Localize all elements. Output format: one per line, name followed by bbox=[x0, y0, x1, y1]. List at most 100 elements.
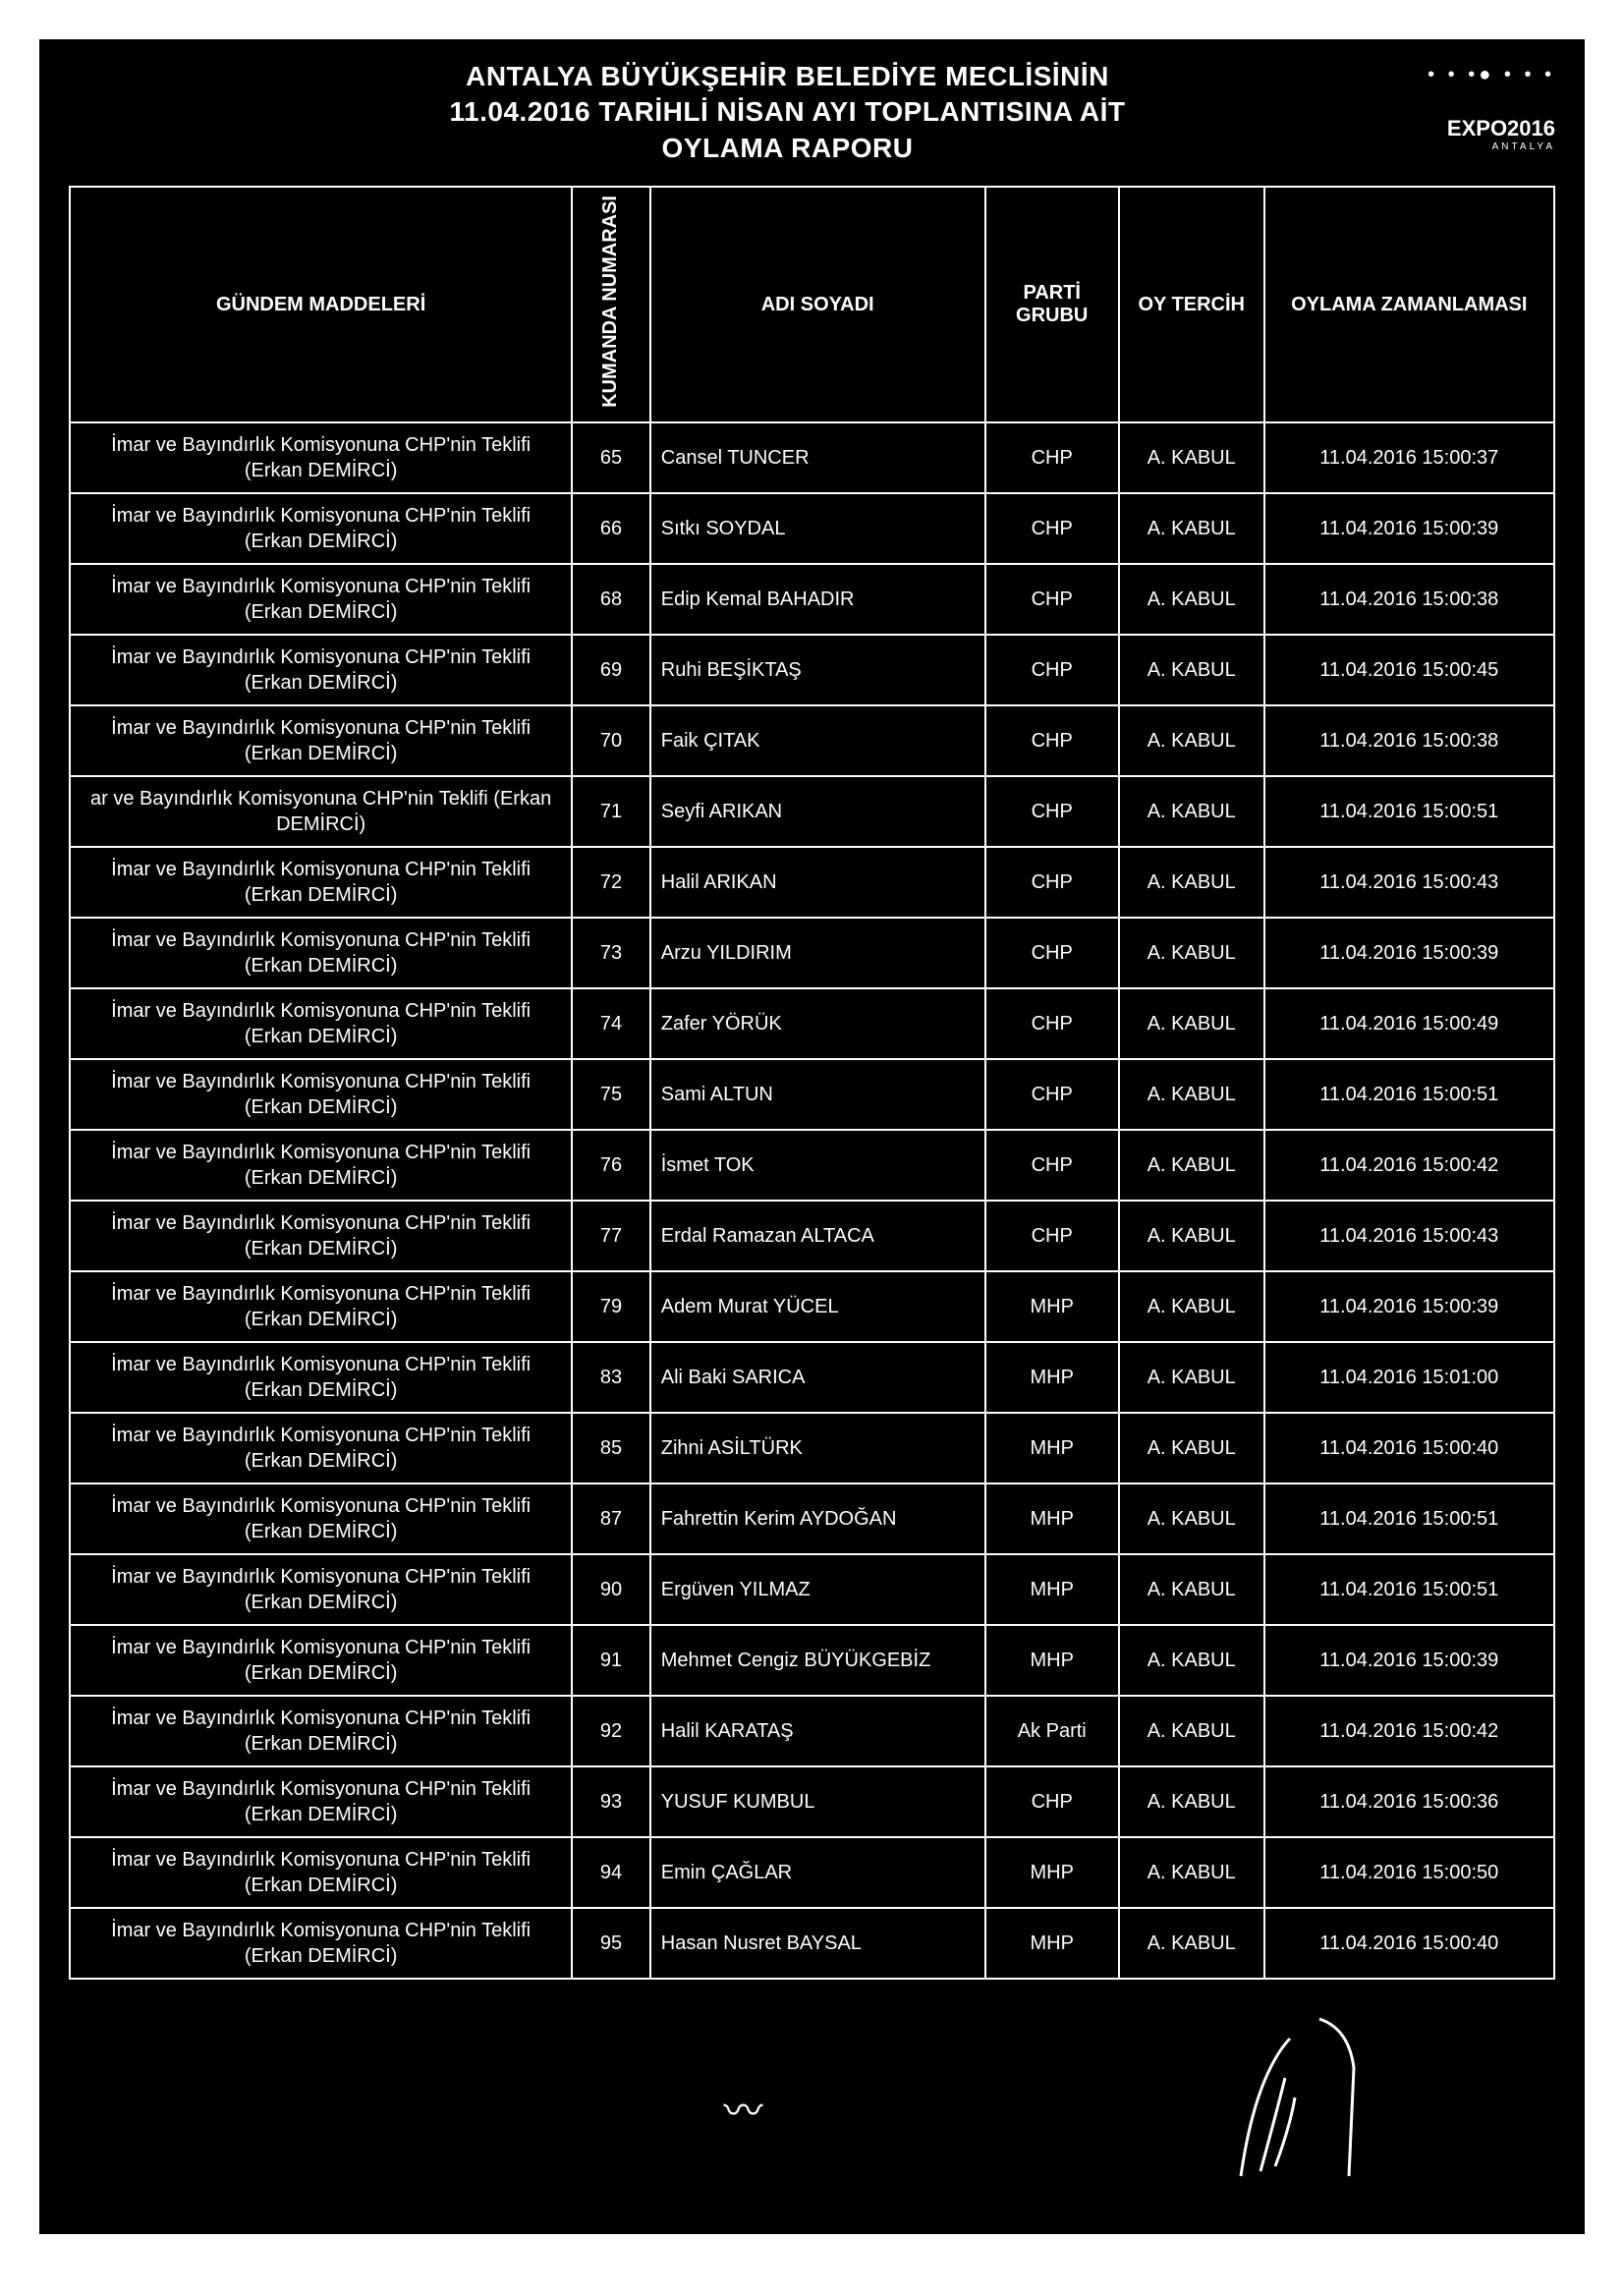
cell-zaman: 11.04.2016 15:00:38 bbox=[1264, 564, 1554, 635]
table-header-row: GÜNDEM MADDELERİ KUMANDA NUMARASI ADI SO… bbox=[70, 187, 1554, 422]
cell-zaman: 11.04.2016 15:00:43 bbox=[1264, 1201, 1554, 1271]
cell-parti: MHP bbox=[985, 1837, 1119, 1908]
cell-parti: CHP bbox=[985, 493, 1119, 564]
cell-adi: Ruhi BEŞİKTAŞ bbox=[650, 635, 985, 705]
table-row: İmar ve Bayındırlık Komisyonuna CHP'nin … bbox=[70, 988, 1554, 1059]
table-row: İmar ve Bayındırlık Komisyonuna CHP'nin … bbox=[70, 1625, 1554, 1696]
cell-kumanda: 69 bbox=[572, 635, 650, 705]
col-header-oy: OY TERCİH bbox=[1119, 187, 1264, 422]
cell-oy: A. KABUL bbox=[1119, 1554, 1264, 1625]
table-row: ar ve Bayındırlık Komisyonuna CHP'nin Te… bbox=[70, 776, 1554, 847]
col-header-kumanda: KUMANDA NUMARASI bbox=[572, 187, 650, 422]
col-header-zaman: OYLAMA ZAMANLAMASI bbox=[1264, 187, 1554, 422]
cell-gundem: İmar ve Bayındırlık Komisyonuna CHP'nin … bbox=[70, 705, 572, 776]
cell-parti: CHP bbox=[985, 1059, 1119, 1130]
cell-gundem: İmar ve Bayındırlık Komisyonuna CHP'nin … bbox=[70, 1201, 572, 1271]
cell-zaman: 11.04.2016 15:00:39 bbox=[1264, 1271, 1554, 1342]
cell-gundem: İmar ve Bayındırlık Komisyonuna CHP'nin … bbox=[70, 1837, 572, 1908]
table-row: İmar ve Bayındırlık Komisyonuna CHP'nin … bbox=[70, 1342, 1554, 1413]
cell-adi: Seyfi ARIKAN bbox=[650, 776, 985, 847]
cell-oy: A. KABUL bbox=[1119, 493, 1264, 564]
cell-oy: A. KABUL bbox=[1119, 1908, 1264, 1979]
table-row: İmar ve Bayındırlık Komisyonuna CHP'nin … bbox=[70, 1201, 1554, 1271]
cell-adi: Erdal Ramazan ALTACA bbox=[650, 1201, 985, 1271]
cell-oy: A. KABUL bbox=[1119, 1696, 1264, 1766]
cell-oy: A. KABUL bbox=[1119, 1130, 1264, 1201]
cell-gundem: İmar ve Bayındırlık Komisyonuna CHP'nin … bbox=[70, 1271, 572, 1342]
cell-oy: A. KABUL bbox=[1119, 1059, 1264, 1130]
col-header-gundem-text: GÜNDEM MADDELERİ bbox=[216, 294, 425, 315]
expo-subtitle: ANTALYA bbox=[1359, 141, 1555, 152]
table-row: İmar ve Bayındırlık Komisyonuna CHP'nin … bbox=[70, 1837, 1554, 1908]
cell-adi: YUSUF KUMBUL bbox=[650, 1766, 985, 1837]
cell-gundem: İmar ve Bayındırlık Komisyonuna CHP'nin … bbox=[70, 1059, 572, 1130]
cell-adi: Hasan Nusret BAYSAL bbox=[650, 1908, 985, 1979]
cell-adi: İsmet TOK bbox=[650, 1130, 985, 1201]
cell-oy: A. KABUL bbox=[1119, 564, 1264, 635]
voting-table: GÜNDEM MADDELERİ KUMANDA NUMARASI ADI SO… bbox=[69, 186, 1555, 1980]
cell-oy: A. KABUL bbox=[1119, 705, 1264, 776]
cell-gundem: İmar ve Bayındırlık Komisyonuna CHP'nin … bbox=[70, 1908, 572, 1979]
cell-parti: MHP bbox=[985, 1413, 1119, 1483]
cell-parti: CHP bbox=[985, 1766, 1119, 1837]
cell-zaman: 11.04.2016 15:00:45 bbox=[1264, 635, 1554, 705]
col-header-kumanda-text: KUMANDA NUMARASI bbox=[599, 196, 622, 408]
cell-kumanda: 83 bbox=[572, 1342, 650, 1413]
cell-zaman: 11.04.2016 15:00:50 bbox=[1264, 1837, 1554, 1908]
col-header-gundem: GÜNDEM MADDELERİ bbox=[70, 187, 572, 422]
cell-zaman: 11.04.2016 15:00:43 bbox=[1264, 847, 1554, 918]
cell-zaman: 11.04.2016 15:00:40 bbox=[1264, 1908, 1554, 1979]
cell-zaman: 11.04.2016 15:00:51 bbox=[1264, 1554, 1554, 1625]
cell-zaman: 11.04.2016 15:00:42 bbox=[1264, 1130, 1554, 1201]
cell-kumanda: 74 bbox=[572, 988, 650, 1059]
cell-adi: Halil ARIKAN bbox=[650, 847, 985, 918]
table-row: İmar ve Bayındırlık Komisyonuna CHP'nin … bbox=[70, 493, 1554, 564]
header-title-block: ANTALYA BÜYÜKŞEHİR BELEDİYE MECLİSİNİN 1… bbox=[69, 59, 1359, 166]
page-header: ANTALYA BÜYÜKŞEHİR BELEDİYE MECLİSİNİN 1… bbox=[69, 59, 1555, 166]
cell-parti: MHP bbox=[985, 1908, 1119, 1979]
table-body: İmar ve Bayındırlık Komisyonuna CHP'nin … bbox=[70, 422, 1554, 1979]
cell-gundem: İmar ve Bayındırlık Komisyonuna CHP'nin … bbox=[70, 635, 572, 705]
squiggle-mark: 〰 bbox=[724, 2079, 763, 2136]
cell-kumanda: 73 bbox=[572, 918, 650, 988]
cell-oy: A. KABUL bbox=[1119, 1201, 1264, 1271]
cell-gundem: İmar ve Bayındırlık Komisyonuna CHP'nin … bbox=[70, 1766, 572, 1837]
cell-gundem: İmar ve Bayındırlık Komisyonuna CHP'nin … bbox=[70, 1625, 572, 1696]
table-row: İmar ve Bayındırlık Komisyonuna CHP'nin … bbox=[70, 422, 1554, 493]
cell-oy: A. KABUL bbox=[1119, 1342, 1264, 1413]
cell-zaman: 11.04.2016 15:00:37 bbox=[1264, 422, 1554, 493]
cell-parti: CHP bbox=[985, 422, 1119, 493]
cell-adi: Arzu YILDIRIM bbox=[650, 918, 985, 988]
cell-adi: Cansel TUNCER bbox=[650, 422, 985, 493]
cell-kumanda: 93 bbox=[572, 1766, 650, 1837]
title-line-2: 11.04.2016 TARİHLİ NİSAN AYI TOPLANTISIN… bbox=[216, 94, 1359, 130]
table-row: İmar ve Bayındırlık Komisyonuna CHP'nin … bbox=[70, 1554, 1554, 1625]
cell-zaman: 11.04.2016 15:00:39 bbox=[1264, 1625, 1554, 1696]
cell-kumanda: 95 bbox=[572, 1908, 650, 1979]
cell-parti: CHP bbox=[985, 988, 1119, 1059]
cell-adi: Fahrettin Kerim AYDOĞAN bbox=[650, 1483, 985, 1554]
col-header-adi: ADI SOYADI bbox=[650, 187, 985, 422]
cell-kumanda: 70 bbox=[572, 705, 650, 776]
table-row: İmar ve Bayındırlık Komisyonuna CHP'nin … bbox=[70, 635, 1554, 705]
cell-kumanda: 94 bbox=[572, 1837, 650, 1908]
cell-parti: MHP bbox=[985, 1271, 1119, 1342]
cell-oy: A. KABUL bbox=[1119, 847, 1264, 918]
cell-oy: A. KABUL bbox=[1119, 422, 1264, 493]
cell-kumanda: 66 bbox=[572, 493, 650, 564]
cell-zaman: 11.04.2016 15:00:36 bbox=[1264, 1766, 1554, 1837]
table-row: İmar ve Bayındırlık Komisyonuna CHP'nin … bbox=[70, 1696, 1554, 1766]
footer: 〰 bbox=[69, 2009, 1555, 2205]
table-row: İmar ve Bayındırlık Komisyonuna CHP'nin … bbox=[70, 1413, 1554, 1483]
cell-zaman: 11.04.2016 15:00:51 bbox=[1264, 1059, 1554, 1130]
cell-parti: CHP bbox=[985, 1130, 1119, 1201]
cell-gundem: İmar ve Bayındırlık Komisyonuna CHP'nin … bbox=[70, 1130, 572, 1201]
cell-gundem: İmar ve Bayındırlık Komisyonuna CHP'nin … bbox=[70, 988, 572, 1059]
cell-oy: A. KABUL bbox=[1119, 776, 1264, 847]
cell-parti: CHP bbox=[985, 918, 1119, 988]
cell-zaman: 11.04.2016 15:00:38 bbox=[1264, 705, 1554, 776]
cell-kumanda: 91 bbox=[572, 1625, 650, 1696]
cell-adi: Mehmet Cengiz BÜYÜKGEBİZ bbox=[650, 1625, 985, 1696]
cell-gundem: ar ve Bayındırlık Komisyonuna CHP'nin Te… bbox=[70, 776, 572, 847]
table-row: İmar ve Bayındırlık Komisyonuna CHP'nin … bbox=[70, 705, 1554, 776]
